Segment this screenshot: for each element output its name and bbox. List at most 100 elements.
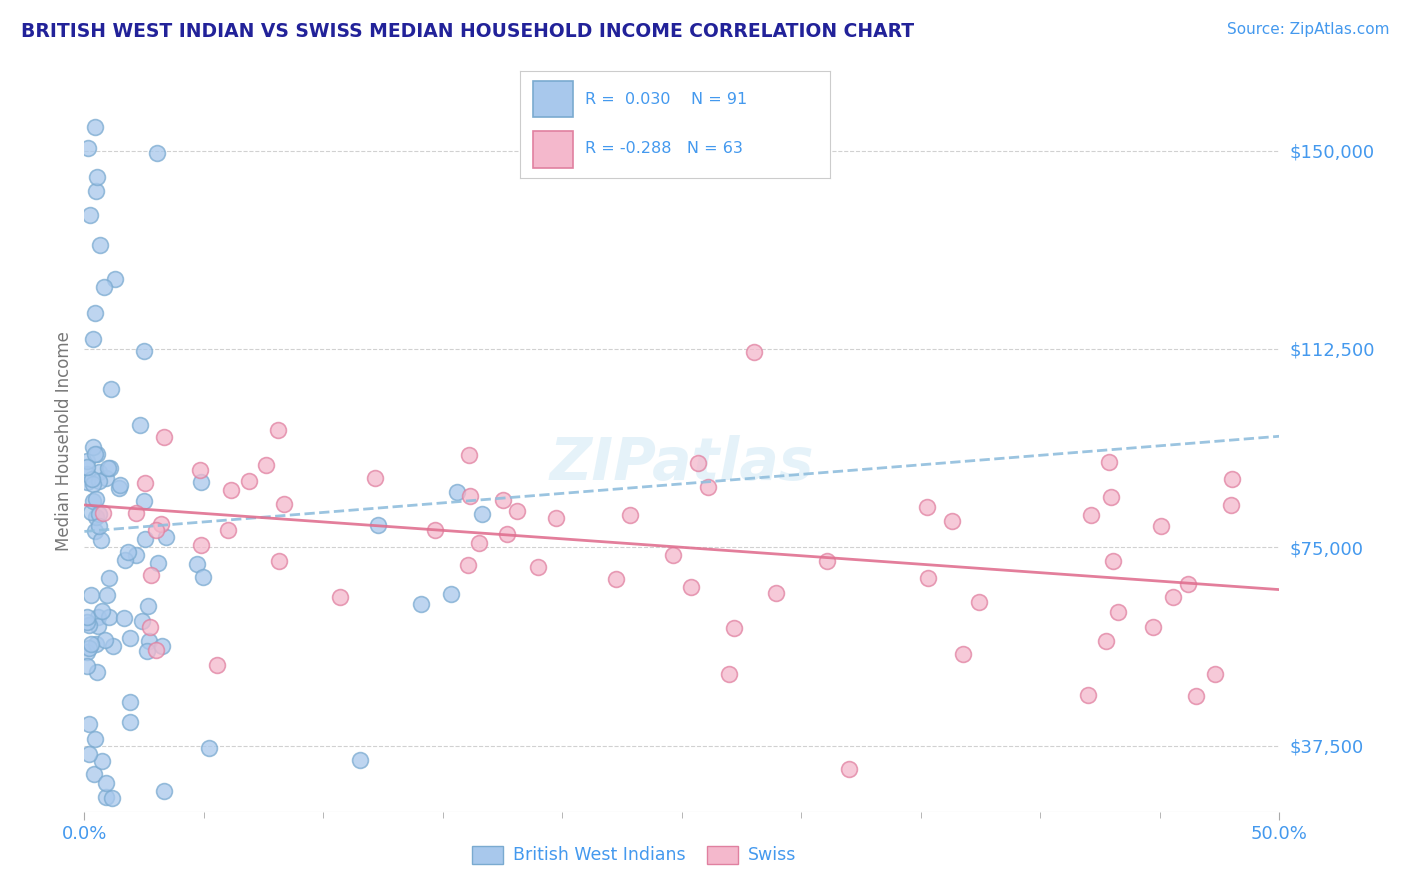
Point [108,481,131,495]
Point [219,483,242,497]
Point [662,548,685,562]
Point [217,524,239,538]
Point [1101,490,1123,504]
Point [765,586,787,600]
Point [1219,498,1241,512]
Point [411,597,433,611]
Point [458,489,481,503]
Point [79,505,101,519]
Point [104,272,127,286]
Point [718,666,741,681]
Point [118,632,141,646]
Point [471,507,494,521]
Point [527,560,550,574]
Point [76,659,98,673]
Point [82,494,104,508]
Point [132,344,155,359]
Point [89,237,111,252]
Point [190,475,212,490]
Point [679,580,702,594]
Point [84,185,107,199]
Point [83,120,105,135]
Point [134,532,156,546]
Y-axis label: Median Household Income: Median Household Income [55,332,73,551]
Point [80,637,103,651]
Point [697,479,720,493]
Point [153,429,176,443]
Point [84,306,107,320]
Point [86,447,108,461]
Point [86,170,108,185]
Point [941,514,963,528]
Point [87,507,110,521]
Point [917,571,939,585]
Point [128,418,150,433]
FancyBboxPatch shape [533,131,572,168]
Point [93,279,115,293]
Point [1098,455,1121,469]
Point [87,474,110,488]
Point [76,610,98,624]
Point [1150,518,1173,533]
Point [97,460,120,475]
Point [77,618,100,632]
Point [83,447,105,461]
Point [1142,620,1164,634]
Point [79,747,101,762]
Point [138,599,160,613]
Point [82,440,104,454]
Point [94,471,117,485]
Point [546,510,568,524]
Point [1107,605,1129,619]
Point [198,740,221,755]
Point [120,694,142,708]
Point [80,472,103,486]
Point [367,517,389,532]
Point [134,494,156,508]
Point [97,610,120,624]
Point [1204,667,1226,681]
Point [186,557,208,571]
Point [1094,634,1116,648]
Point [457,448,479,462]
Point [87,519,110,533]
Point [76,454,98,468]
Point [117,545,139,559]
Text: R = -0.288   N = 63: R = -0.288 N = 63 [585,141,742,156]
Point [1102,553,1125,567]
Point [79,208,101,222]
Text: R =  0.030    N = 91: R = 0.030 N = 91 [585,92,748,107]
Point [742,344,765,359]
Point [269,553,291,567]
Point [136,644,159,658]
Point [83,767,105,781]
Point [94,789,117,804]
Point [349,753,371,767]
Point [495,527,517,541]
Point [146,556,169,570]
Point [688,456,710,470]
Point [138,620,160,634]
Point [193,569,215,583]
Point [146,146,169,161]
Point [952,647,974,661]
Point [838,763,860,777]
Point [138,634,160,648]
Point [80,588,103,602]
Point [145,523,167,537]
Point [84,491,107,506]
Point [145,642,167,657]
Point [188,463,211,477]
Point [492,492,515,507]
Point [94,632,117,647]
Point [90,533,112,548]
Point [446,485,468,500]
Point [457,558,479,573]
Point [254,458,277,472]
Point [1077,689,1099,703]
Point [817,554,839,568]
Point [84,524,107,539]
Point [79,717,101,731]
Point [77,141,100,155]
Text: ZIPatlas: ZIPatlas [550,435,814,492]
